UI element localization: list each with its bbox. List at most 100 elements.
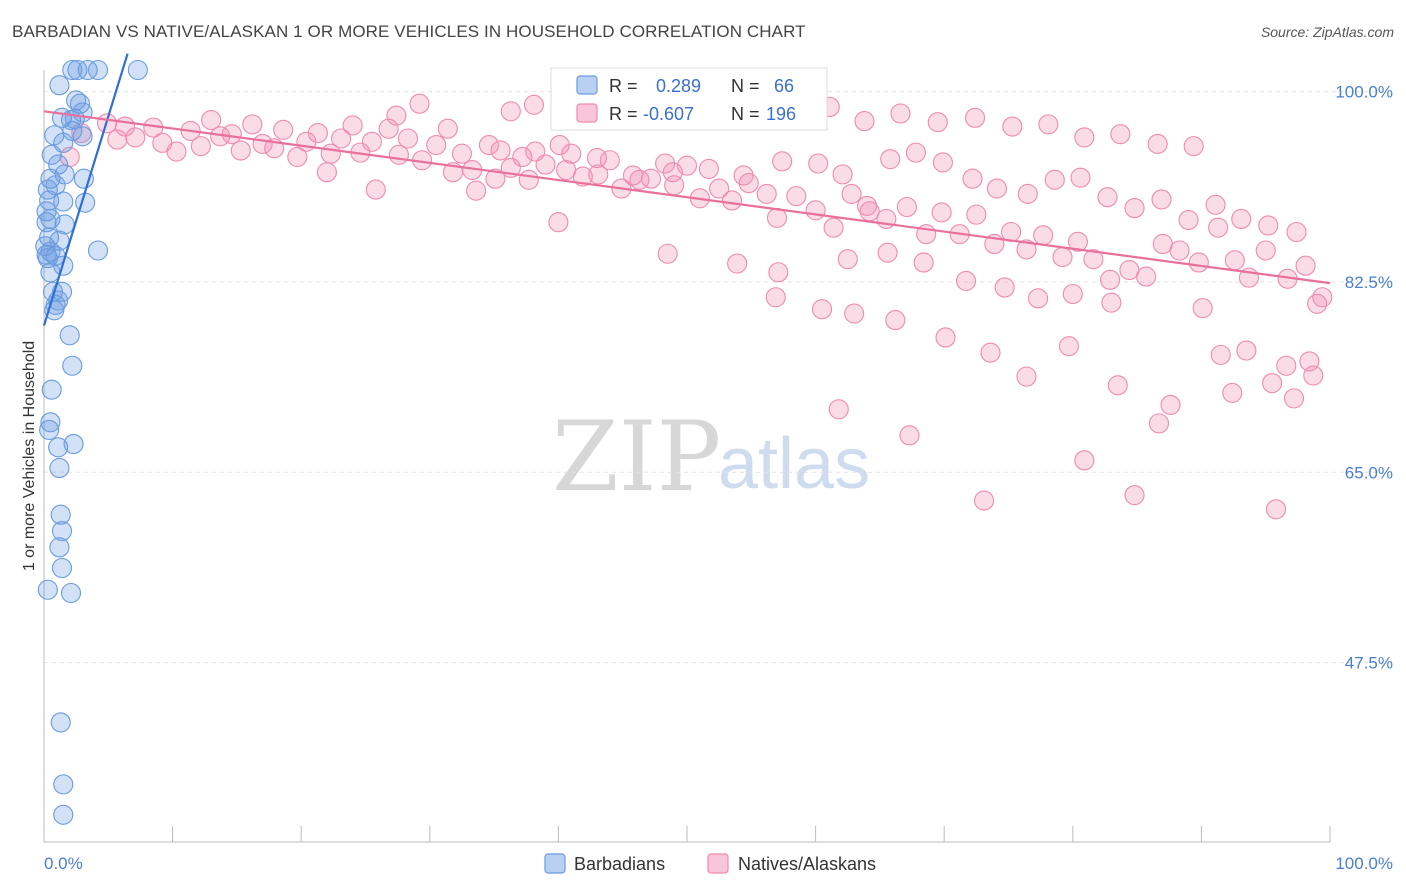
- stats-n-value-pink: 196: [766, 104, 796, 124]
- native-alaskan-trend-line: [43, 110, 1331, 285]
- barbadian-point: [75, 192, 96, 213]
- barbadian-points: [35, 59, 148, 825]
- source-credit: Source: ZipAtlas.com: [1260, 24, 1394, 40]
- watermark-zip: ZIP: [552, 401, 721, 513]
- barbadian-point: [45, 175, 66, 196]
- barbadian-point: [62, 59, 83, 81]
- native-alaskan-point: [986, 178, 1007, 199]
- barbadian-point: [62, 355, 83, 376]
- native-alaskan-point: [242, 114, 263, 135]
- native-alaskan-point: [561, 143, 582, 164]
- native-alaskan-point: [841, 183, 862, 205]
- native-alaskan-point: [201, 109, 222, 131]
- barbadian-point: [87, 240, 109, 261]
- barbadian-point: [50, 712, 71, 733]
- native-alaskan-point: [966, 204, 987, 225]
- native-alaskan-point: [856, 195, 878, 216]
- native-alaskan-point: [1074, 450, 1095, 471]
- native-alaskan-point: [485, 168, 506, 189]
- native-alaskan-point: [1255, 240, 1276, 261]
- barbadian-point: [77, 59, 98, 81]
- native-alaskan-point: [905, 142, 926, 163]
- native-alaskan-point: [733, 165, 754, 186]
- y-tick-label: 47.5%: [1345, 654, 1393, 673]
- native-alaskan-point: [657, 243, 678, 264]
- native-alaskan-point: [1101, 292, 1122, 313]
- native-alaskan-point: [1033, 225, 1054, 246]
- native-alaskan-point: [1097, 187, 1118, 208]
- native-alaskan-point: [166, 141, 187, 162]
- native-alaskan-point: [1286, 221, 1307, 243]
- native-alaskan-point: [599, 150, 620, 171]
- native-alaskan-point: [378, 118, 399, 139]
- x-tick-label-max: 100.0%: [1335, 854, 1393, 873]
- native-alaskan-point: [1110, 124, 1131, 145]
- native-alaskan-point: [994, 277, 1015, 298]
- native-alaskan-point: [877, 242, 898, 263]
- native-alaskan-point: [965, 107, 986, 128]
- native-alaskan-point: [518, 169, 539, 190]
- y-tick-label: 100.0%: [1335, 83, 1393, 102]
- native-alaskan-point: [1119, 260, 1140, 281]
- native-alaskan-point: [1283, 388, 1305, 409]
- native-alaskan-point: [1016, 366, 1037, 387]
- barbadian-trend-line: [42, 53, 129, 326]
- native-alaskan-point: [1210, 344, 1231, 365]
- native-alaskan-point: [1044, 169, 1065, 190]
- native-alaskan-point: [451, 143, 473, 164]
- native-alaskan-point: [1074, 127, 1095, 148]
- native-alaskan-point: [361, 131, 382, 152]
- y-tick-label: 65.0%: [1345, 463, 1393, 482]
- barbadian-point: [39, 419, 60, 440]
- x-ticks: [172, 826, 1331, 842]
- native-alaskan-point: [1262, 373, 1283, 394]
- native-alaskan-point: [556, 159, 577, 181]
- legend-label-barbadians: Barbadians: [574, 854, 665, 874]
- native-alaskan-point: [962, 168, 983, 189]
- native-alaskan-point: [885, 310, 906, 331]
- native-alaskan-point: [1067, 231, 1088, 252]
- native-alaskan-point: [1231, 208, 1252, 230]
- barbadian-point: [127, 59, 148, 81]
- x-tick-label-min: 0.0%: [44, 854, 83, 873]
- native-alaskan-point: [1016, 239, 1037, 260]
- native-alaskan-point: [1017, 183, 1038, 205]
- watermark-atlas: atlas: [718, 424, 870, 504]
- native-alaskan-point: [832, 164, 853, 185]
- native-alaskan-point: [890, 103, 911, 124]
- native-alaskan-point: [786, 186, 807, 207]
- native-alaskan-point: [1192, 298, 1213, 319]
- native-alaskan-point: [1160, 394, 1181, 415]
- native-alaskan-point: [1276, 355, 1297, 376]
- native-alaskan-point: [490, 140, 511, 161]
- barbadian-point: [60, 582, 82, 604]
- native-alaskan-point: [931, 202, 952, 223]
- native-alaskan-point: [342, 115, 363, 136]
- native-alaskan-point: [811, 299, 833, 320]
- native-alaskan-point: [823, 217, 844, 238]
- native-alaskan-point: [768, 262, 789, 283]
- native-alaskan-point: [1062, 283, 1083, 305]
- barbadian-point: [53, 804, 74, 825]
- native-alaskan-point: [523, 94, 545, 115]
- native-alaskan-point: [512, 146, 533, 168]
- barbadian-point: [51, 557, 73, 579]
- native-alaskan-point: [1136, 266, 1157, 287]
- native-alaskan-point: [397, 128, 418, 149]
- native-alaskan-point: [535, 154, 556, 175]
- native-alaskan-point: [935, 327, 956, 348]
- barbadian-point: [51, 520, 73, 542]
- legend-swatch-natives: [707, 853, 729, 874]
- barbadian-point: [36, 212, 57, 233]
- native-alaskan-point: [805, 200, 826, 221]
- native-alaskan-point: [365, 179, 386, 200]
- native-alaskan-point: [1002, 116, 1023, 137]
- native-alaskan-point: [974, 490, 995, 511]
- native-alaskan-point: [426, 134, 447, 156]
- stats-r-value-blue: 0.289: [656, 76, 701, 96]
- barbadian-point: [40, 262, 61, 283]
- native-alaskan-point: [386, 105, 407, 126]
- native-alaskan-point: [1299, 351, 1320, 372]
- native-alaskan-point: [913, 252, 934, 273]
